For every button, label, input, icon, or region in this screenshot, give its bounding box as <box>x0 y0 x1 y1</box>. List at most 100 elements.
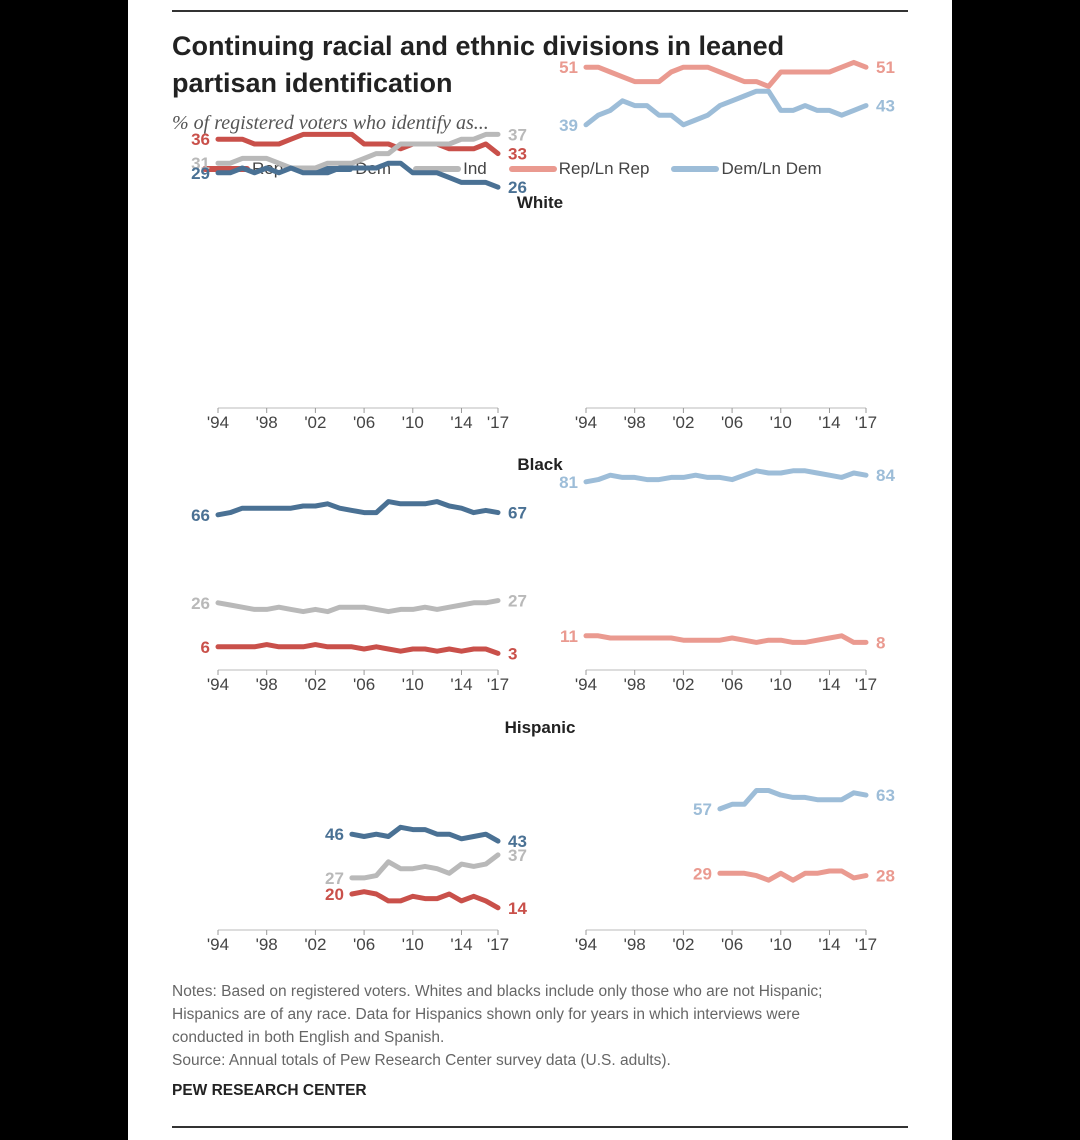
x-tick-label: '98 <box>256 675 278 694</box>
chart-white-left: '94 '98 '02 '06 '10 '14 '17 36 33 31 37 29 26 <box>191 125 527 432</box>
x-tick-label: '94 <box>575 935 597 954</box>
x-tick-label: '10 <box>770 935 792 954</box>
x-tick-label: '06 <box>353 935 375 954</box>
x-tick-label: '02 <box>304 413 326 432</box>
x-tick-label: '02 <box>304 675 326 694</box>
legend-swatch <box>202 166 250 172</box>
x-tick-label: '17 <box>855 413 877 432</box>
x-tick-label: '94 <box>575 413 597 432</box>
top-rule <box>172 10 908 12</box>
x-tick-label: '10 <box>402 675 424 694</box>
legend-swatch <box>671 166 720 172</box>
start-value-label: 6 <box>201 638 210 657</box>
x-tick-label: '10 <box>402 935 424 954</box>
start-value-label: 46 <box>325 825 344 844</box>
start-value-label: 31 <box>191 154 210 173</box>
chart-hispanic-left: '94 '98 '02 '06 '10 '14 '17 46 43 27 37 20 14 <box>207 824 527 954</box>
notes: Notes: Based on registered voters. White… <box>172 980 862 1072</box>
series-line-rep-ln-rep <box>583 59 869 89</box>
start-value-label: 26 <box>191 594 210 613</box>
x-tick-label: '17 <box>855 935 877 954</box>
x-tick-label: '06 <box>721 675 743 694</box>
series-line-ind <box>215 598 501 615</box>
x-tick-label: '94 <box>207 413 229 432</box>
x-tick-label: '14 <box>450 675 472 694</box>
end-value-label: 63 <box>876 786 895 805</box>
x-tick-label: '06 <box>353 413 375 432</box>
group-header: White <box>517 193 563 212</box>
chart-subtitle: % of registered voters who identify as..… <box>172 112 489 134</box>
x-tick-label: '98 <box>256 413 278 432</box>
legend-swatch <box>305 166 354 172</box>
end-value-label: 37 <box>508 846 527 865</box>
bottom-rule <box>172 1126 908 1128</box>
source-text: Source: Annual totals of Pew Research Ce… <box>172 1052 671 1069</box>
legend-item-rep-ln-rep: Rep/Ln Rep <box>508 159 650 179</box>
x-tick-label: '17 <box>487 935 509 954</box>
x-tick-label: '17 <box>487 675 509 694</box>
start-value-label: 81 <box>559 473 578 492</box>
chart-card: Continuing racial and ethnic divisions i… <box>128 0 952 1140</box>
x-tick-label: '17 <box>487 413 509 432</box>
chart-black-right: '94 '98 '02 '06 '10 '14 '17 81 84 11 8 <box>559 466 895 694</box>
x-tick-label: '94 <box>207 675 229 694</box>
legend-item-dem-ln-dem: Dem/Ln Dem <box>671 159 822 179</box>
chart-white-right: '94 '98 '02 '06 '10 '14 '17 51 51 39 43 <box>559 58 895 432</box>
start-value-label: 36 <box>191 130 210 149</box>
x-tick-label: '06 <box>721 413 743 432</box>
series-line-rep-ln-rep <box>583 633 869 645</box>
legend-label: Ind <box>463 159 487 178</box>
start-value-label: 29 <box>693 864 712 883</box>
x-tick-label: '14 <box>450 935 472 954</box>
x-tick-label: '14 <box>818 935 840 954</box>
end-value-label: 67 <box>508 504 527 523</box>
chart-title: Continuing racial and ethnic divisions i… <box>172 31 785 98</box>
start-value-label: 66 <box>191 506 210 525</box>
x-tick-label: '02 <box>672 935 694 954</box>
legend-swatch <box>413 166 462 172</box>
x-tick-label: '14 <box>818 413 840 432</box>
x-tick-label: '98 <box>624 413 646 432</box>
legend-label: Rep/Ln Rep <box>558 159 650 178</box>
credit: PEW RESEARCH CENTER <box>172 1082 367 1099</box>
series-line-dem-ln-dem <box>717 788 869 812</box>
x-tick-label: '98 <box>624 675 646 694</box>
x-tick-label: '02 <box>304 935 326 954</box>
series-line-rep-ln-rep <box>717 868 869 883</box>
series-line-dem <box>215 499 501 518</box>
x-tick-label: '94 <box>575 675 597 694</box>
end-value-label: 8 <box>876 633 885 652</box>
start-value-label: 57 <box>693 800 712 819</box>
series-line-ind <box>349 852 501 881</box>
x-tick-label: '14 <box>450 413 472 432</box>
series-line-dem-ln-dem <box>583 468 869 485</box>
series-line-dem <box>349 824 501 844</box>
x-tick-label: '98 <box>256 935 278 954</box>
end-value-label: 84 <box>876 466 895 485</box>
group-header: Hispanic <box>505 718 576 737</box>
x-tick-label: '98 <box>624 935 646 954</box>
series-line-rep <box>215 642 501 656</box>
end-value-label: 27 <box>508 592 527 611</box>
notes-text: Notes: Based on registered voters. White… <box>172 983 823 1046</box>
chart-hispanic-right: '94 '98 '02 '06 '10 '14 '17 57 63 29 28 <box>575 786 895 954</box>
charts-svg: '94'98'02'06'10'14'17363331372926White'9… <box>191 58 895 954</box>
end-value-label: 37 <box>508 125 527 144</box>
x-tick-label: '02 <box>672 413 694 432</box>
series-line-rep <box>349 889 501 911</box>
start-value-label: 27 <box>325 869 344 888</box>
x-tick-label: '10 <box>770 675 792 694</box>
series-line-dem-ln-dem <box>583 88 869 128</box>
end-value-label: 33 <box>508 145 527 164</box>
x-tick-label: '06 <box>353 675 375 694</box>
group-header: Black <box>517 455 563 474</box>
start-value-label: 29 <box>191 164 210 183</box>
x-tick-label: '06 <box>721 935 743 954</box>
start-value-label: 39 <box>559 116 578 135</box>
end-value-label: 26 <box>508 178 527 197</box>
chart-black-left: '94 '98 '02 '06 '10 '14 '17 66 67 26 27 6 3 <box>191 499 527 694</box>
start-value-label: 51 <box>559 58 578 77</box>
series-line-dem <box>215 160 501 190</box>
x-tick-label: '10 <box>402 413 424 432</box>
x-tick-label: '02 <box>672 675 694 694</box>
